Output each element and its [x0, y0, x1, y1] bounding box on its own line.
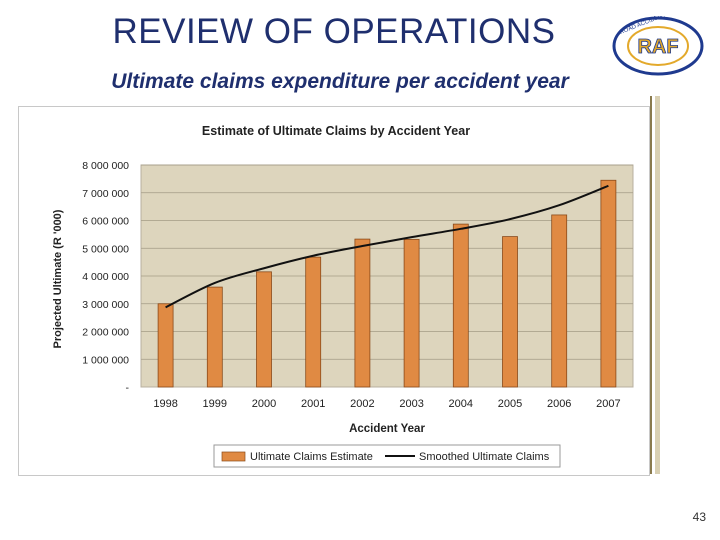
bar-2001	[305, 256, 322, 388]
y-tick-label: -	[126, 382, 130, 394]
x-tick-label: 1999	[203, 398, 227, 410]
raf-logo: ROAD ACCIDENT FUND RAF	[612, 16, 704, 76]
page-number: 43	[692, 510, 706, 524]
decorative-rule-dark	[650, 96, 652, 474]
bar-1999	[206, 286, 223, 388]
y-tick-label: 1 000 000	[82, 354, 129, 366]
y-tick-label: 5 000 000	[82, 243, 129, 255]
x-tick-label: 2002	[350, 398, 374, 410]
bar-2003	[403, 238, 420, 388]
legend-bar-swatch	[221, 451, 246, 462]
x-tick-label: 2006	[547, 398, 571, 410]
bar-2005	[502, 236, 518, 388]
bar-2002	[354, 238, 371, 388]
smoothed-claims-line	[165, 184, 609, 309]
x-tick-label: 2000	[252, 398, 276, 410]
y-tick-label: 6 000 000	[82, 216, 129, 228]
slide-subtitle: Ultimate claims expenditure per accident…	[111, 70, 569, 93]
x-tick-label: 2003	[399, 398, 423, 410]
legend-bar-label: Ultimate Claims Estimate	[250, 451, 373, 463]
bar-2004	[452, 223, 469, 388]
logo-text: RAF	[637, 36, 678, 58]
y-tick-label: 8 000 000	[82, 160, 129, 172]
line-layer	[165, 184, 609, 309]
x-tick-label: 2007	[596, 398, 620, 410]
x-tick-label: 2004	[449, 398, 473, 410]
x-tick-label: 2001	[301, 398, 325, 410]
bar-2000	[256, 271, 272, 388]
y-tick-label: 7 000 000	[82, 188, 129, 200]
y-axis-label: Projected Ultimate (R '000)	[52, 209, 64, 348]
grid-layer	[141, 164, 633, 360]
y-tick-labels: - 1 000 000 2 000 000 3 000 000 4 000 000 5 0…	[82, 160, 129, 394]
bar-1998	[157, 303, 174, 388]
ultimate-claims-chart: Estimate of Ultimate Claims by Accident …	[52, 124, 634, 468]
chart-frame: Estimate of Ultimate Claims by Accident …	[18, 106, 650, 476]
x-axis-label: Accident Year	[349, 423, 425, 435]
x-tick-label: 2005	[498, 398, 522, 410]
y-tick-label: 2 000 000	[82, 327, 129, 339]
bar-layer	[157, 179, 617, 388]
x-tick-labels: 1998 1999 2000 2001 2002 2003 2004 2005 2006 2007	[153, 398, 620, 410]
decorative-rule-light	[655, 96, 660, 474]
x-tick-label: 1998	[153, 398, 177, 410]
bar-2006	[551, 214, 568, 388]
logo-inner-ellipse	[627, 26, 689, 66]
legend-line-label: Smoothed Ultimate Claims	[419, 451, 550, 463]
chart-title: Estimate of Ultimate Claims by Accident …	[202, 124, 470, 138]
legend: Ultimate Claims Estimate Smoothed Ultima…	[213, 444, 561, 468]
y-tick-label: 4 000 000	[82, 271, 129, 283]
y-tick-label: 3 000 000	[82, 299, 129, 311]
slide-title: REVIEW OF OPERATIONS	[112, 12, 556, 51]
bar-2007	[600, 179, 617, 388]
